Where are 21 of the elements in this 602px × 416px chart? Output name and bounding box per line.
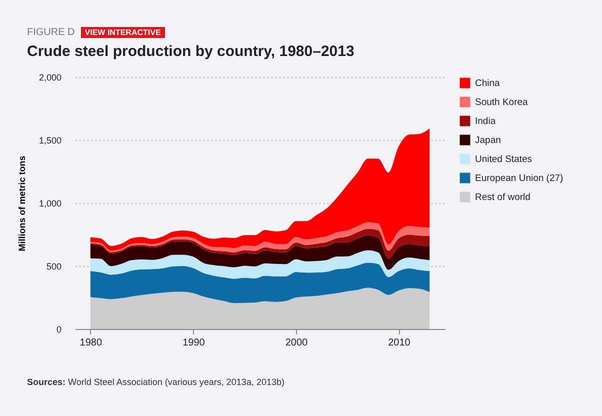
y-tick-label: 500 xyxy=(46,262,62,272)
source-note: Sources: World Steel Association (various years, 2013a, 2013b) xyxy=(27,377,284,387)
legend-label: Rest of world xyxy=(475,192,530,203)
legend-label: Japan xyxy=(475,135,501,146)
text: VIEW INTERACTIVE xyxy=(80,27,165,38)
x-tick-label: 2010 xyxy=(388,338,411,348)
x-tick-label: 2000 xyxy=(285,338,308,348)
legend-label: China xyxy=(475,78,501,89)
legend-label: European Union (27) xyxy=(475,173,564,184)
y-tick-label: 1,000 xyxy=(38,198,62,208)
y-tick-label: 0 xyxy=(56,324,62,334)
legend-label: India xyxy=(475,116,496,127)
legend-label: South Korea xyxy=(475,97,529,108)
text: FIGURE D xyxy=(27,27,75,38)
y-axis-title: Millions of metric tons xyxy=(16,156,27,252)
y-tick-label: 2,000 xyxy=(38,72,62,82)
x-tick-label: 1980 xyxy=(80,338,102,348)
y-tick-label: 1,500 xyxy=(38,136,62,146)
chart-title: Crude steel production by country, 1980–2013 xyxy=(27,43,354,60)
legend-label: United States xyxy=(475,154,532,165)
x-tick-label: 1990 xyxy=(182,338,206,348)
